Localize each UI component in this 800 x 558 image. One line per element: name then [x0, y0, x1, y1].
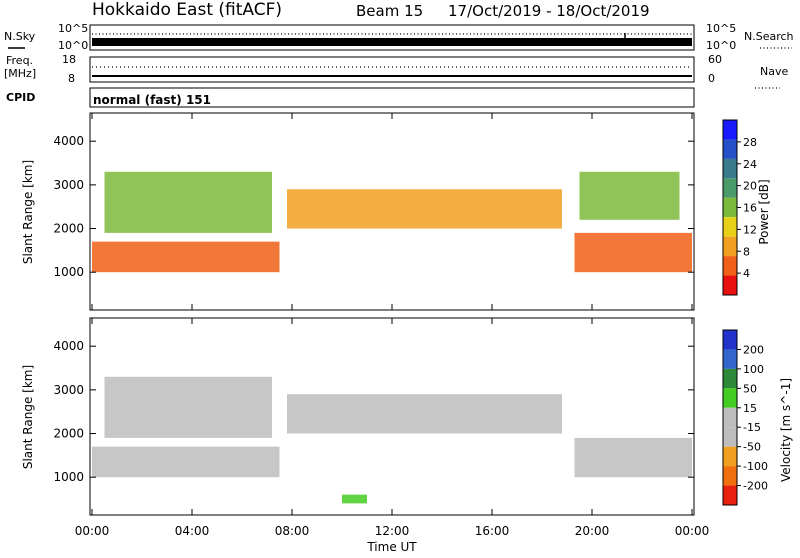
power-data-band [92, 241, 280, 273]
cpid-panel-frame [89, 87, 695, 108]
power-colorbar-segment [723, 217, 737, 237]
x-tick-label: 16:00 [475, 524, 510, 538]
x-tick-label: 00:00 [75, 524, 110, 538]
velocity-colorbar-tick-label: -200 [743, 480, 768, 493]
velocity-colorbar: 200 100 50 15 -15 -50 -100 -200 [722, 329, 768, 506]
power-colorbar-label: Power [dB] [757, 179, 771, 244]
cpid-label: CPID [6, 91, 35, 104]
velocity-data-band [92, 446, 280, 478]
velocity-colorbar-segment [723, 388, 737, 408]
noise-tick-right-high: 10^5 [706, 22, 736, 35]
noise-tick-left-high: 10^5 [58, 22, 88, 35]
velocity-colorbar-tick-label: 100 [743, 363, 764, 376]
x-tick-label: 08:00 [275, 524, 310, 538]
power-colorbar-segment [723, 197, 737, 218]
x-tick-label: 00:00 [675, 524, 710, 538]
cpid-value: normal (fast) 151 [93, 93, 211, 107]
x-axis: 00:00 04:00 08:00 12:00 16:00 20:00 00:00 [75, 113, 710, 538]
velocity-colorbar-segment [723, 485, 737, 505]
noise-sky-trace [92, 38, 692, 46]
velocity-y-ticks: 1000 2000 3000 4000 [53, 339, 694, 484]
velocity-colorbar-label: Velocity [m s^-1] [779, 378, 793, 482]
velocity-panel: 1000 2000 3000 4000 Slant Range [km] 200 100… [21, 317, 793, 516]
noise-panel-frame [89, 24, 695, 51]
power-colorbar-segment [723, 158, 737, 179]
beam-label: Beam 15 [356, 2, 423, 20]
velocity-data-band [574, 437, 692, 478]
power-colorbar-tick-label: 16 [743, 202, 757, 215]
velocity-colorbar-tick-label: 15 [743, 402, 757, 415]
velocity-colorbar-tick-label: -50 [743, 441, 761, 454]
power-colorbar: 4 8 12 16 20 24 28 [722, 119, 757, 296]
power-colorbar-tick-label: 8 [743, 245, 750, 258]
velocity-colorbar-segment [723, 407, 737, 428]
velocity-colorbar-segment [723, 427, 737, 447]
velocity-colorbar-frame [722, 329, 738, 506]
power-y-tick-label: 1000 [53, 265, 84, 279]
power-colorbar-tick-label: 28 [743, 136, 757, 149]
nsky-label: N.Sky [4, 30, 36, 43]
power-bands [92, 171, 692, 273]
power-y-tick-label: 4000 [53, 134, 84, 148]
x-tick-label: 04:00 [175, 524, 210, 538]
power-data-band [574, 232, 692, 273]
velocity-colorbar-segment [723, 330, 737, 350]
velocity-colorbar-segment [723, 446, 737, 467]
power-colorbar-segment [723, 275, 737, 295]
power-colorbar-tick-label: 24 [743, 158, 757, 171]
velocity-colorbar-tick-label: -15 [743, 421, 761, 434]
power-y-tick-label: 2000 [53, 222, 84, 236]
power-data-band [579, 171, 680, 220]
velocity-y-axis-label: Slant Range [km] [21, 365, 35, 469]
x-axis-label: Time UT [366, 540, 417, 554]
velocity-bands [92, 376, 692, 504]
x-tick-label: 12:00 [375, 524, 410, 538]
velocity-colorbar-tick-label: 50 [743, 382, 757, 395]
nsearch-label: N.Search [744, 30, 794, 43]
freq-tick-high: 18 [62, 53, 76, 66]
velocity-colorbar-tick-label: 200 [743, 343, 764, 356]
freq-label-1: Freq. [6, 54, 33, 67]
noise-tick-left-low: 10^0 [58, 39, 88, 52]
power-colorbar-segment [723, 139, 737, 159]
power-panel: 1000 2000 3000 4000 Slant Range [km] 4 8 12 16… [21, 112, 771, 311]
power-data-band [287, 189, 562, 229]
velocity-y-tick-label: 3000 [53, 383, 84, 397]
freq-panel-frame [89, 56, 695, 83]
x-tick-label: 20:00 [575, 524, 610, 538]
velocity-data-band [342, 494, 367, 504]
nave-label: Nave [760, 65, 788, 78]
power-y-axis-label: Slant Range [km] [21, 160, 35, 264]
power-colorbar-tick-label: 12 [743, 223, 757, 236]
velocity-colorbar-segment [723, 466, 737, 486]
velocity-y-tick-label: 4000 [53, 339, 84, 353]
power-y-ticks: 1000 2000 3000 4000 [53, 134, 694, 279]
velocity-y-tick-label: 2000 [53, 427, 84, 441]
noise-tick-right-low: 10^0 [706, 39, 736, 52]
power-colorbar-tick-label: 20 [743, 180, 757, 193]
power-colorbar-segment [723, 256, 737, 276]
power-colorbar-segment [723, 236, 737, 257]
nave-tick-low: 0 [708, 72, 715, 85]
velocity-colorbar-tick-label: -100 [743, 460, 768, 473]
power-colorbar-segment [723, 178, 737, 198]
power-data-band [104, 171, 272, 233]
freq-label-2: [MHz] [4, 67, 36, 80]
velocity-data-band [287, 394, 562, 434]
power-colorbar-tick-label: 4 [743, 267, 750, 280]
velocity-data-band [104, 376, 272, 438]
freq-tick-low: 8 [68, 72, 75, 85]
velocity-colorbar-segment [723, 368, 737, 389]
power-y-tick-label: 3000 [53, 178, 84, 192]
nave-tick-high: 60 [708, 53, 722, 66]
date-range: 17/Oct/2019 - 18/Oct/2019 [448, 2, 650, 20]
velocity-colorbar-segment [723, 349, 737, 369]
power-colorbar-segment [723, 120, 737, 140]
station-title: Hokkaido East (fitACF) [92, 0, 282, 20]
velocity-y-tick-label: 1000 [53, 470, 84, 484]
